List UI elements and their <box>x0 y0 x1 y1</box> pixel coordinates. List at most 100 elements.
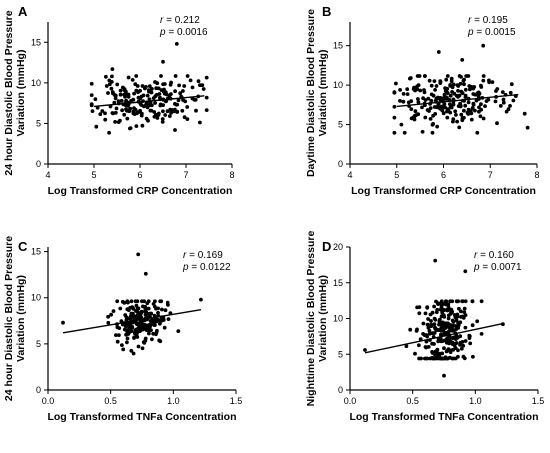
scatter-point <box>194 108 198 113</box>
scatter-point <box>117 333 121 337</box>
scatter-point <box>146 299 151 304</box>
scatter-point <box>462 306 467 311</box>
scatter-point <box>454 327 459 331</box>
y-tick-label: 0 <box>36 159 41 169</box>
scatter-point <box>435 124 440 129</box>
scatter-point <box>481 43 486 48</box>
scatter-point <box>107 82 112 87</box>
scatter-point <box>478 114 483 119</box>
scatter-point <box>464 74 469 78</box>
scatter-point <box>112 100 117 105</box>
scatter-point <box>466 100 471 105</box>
scatter-point <box>89 103 94 108</box>
panel-letter: A <box>18 4 28 19</box>
y-axis-title: 24 hour Diastolic Blood PressureVariatio… <box>3 236 27 401</box>
scatter-point <box>135 84 140 88</box>
scatter-point <box>153 299 157 304</box>
scatter-point <box>460 340 465 344</box>
scatter-point <box>418 88 423 93</box>
scatter-point <box>470 299 475 304</box>
scatter-point <box>121 347 126 352</box>
scatter-point <box>140 299 144 304</box>
scatter-point <box>415 74 420 78</box>
scatter-point <box>504 109 509 114</box>
scatter-point <box>89 93 94 97</box>
scatter-point <box>94 124 99 129</box>
scatter-point <box>444 299 449 304</box>
scatter-point <box>428 106 433 110</box>
scatter-point <box>461 78 466 83</box>
stat-p: p = 0.0015 <box>467 27 516 38</box>
x-tick-label: 1.5 <box>230 396 243 406</box>
scatter-point <box>439 328 444 333</box>
scatter-point <box>451 336 455 340</box>
scatter-point <box>120 108 124 113</box>
scatter-point <box>106 91 110 95</box>
scatter-point <box>173 128 177 132</box>
scatter-point <box>110 67 115 71</box>
scatter-point <box>204 95 209 100</box>
scatter-point <box>156 310 160 315</box>
scatter-point <box>461 343 466 348</box>
scatter-point <box>426 317 430 321</box>
scatter-point <box>429 98 434 103</box>
scatter-point <box>444 302 448 307</box>
scatter-point <box>190 85 195 90</box>
scatter-point <box>104 74 108 79</box>
scatter-point <box>460 118 465 123</box>
y-axis-title: Nighttime Diastolic Blood PressureVariat… <box>305 231 329 407</box>
regression-line <box>93 95 205 108</box>
scatter-point <box>129 348 134 353</box>
x-tick-label: 7 <box>183 170 188 180</box>
scatter-point <box>450 326 454 331</box>
scatter-point <box>185 117 190 121</box>
scatter-point <box>147 331 151 336</box>
scatter-point <box>458 104 463 109</box>
y-tick-label: 15 <box>333 278 343 288</box>
scatter-point <box>449 307 454 312</box>
scatter-point <box>468 108 473 113</box>
y-axis-title: Daytime Diastolic Blood PressureVariatio… <box>305 9 329 177</box>
scatter-point <box>434 299 438 304</box>
scatter-point <box>162 325 167 330</box>
scatter-point <box>120 343 124 347</box>
scatter-point <box>174 102 179 107</box>
scatter-point <box>455 314 460 319</box>
x-tick-label: 5 <box>91 170 96 180</box>
scatter-point <box>455 299 459 304</box>
scatter-point <box>118 118 122 123</box>
scatter-point <box>508 90 513 95</box>
x-axis-title: Log Transformed TNFa Concentration <box>47 411 236 423</box>
scatter-point <box>479 107 483 112</box>
scatter-point <box>134 124 139 128</box>
scatter-point <box>136 306 141 311</box>
scatter-point <box>185 74 190 78</box>
scatter-point <box>430 341 434 346</box>
scatter-point <box>182 84 187 88</box>
scatter-point <box>404 344 409 349</box>
scatter-point <box>439 107 443 111</box>
scatter-point <box>434 96 439 101</box>
scatter-point <box>107 78 112 83</box>
scatter-point <box>459 346 464 351</box>
scatter-point <box>106 320 111 325</box>
scatter-point <box>463 339 468 343</box>
scatter-point <box>456 354 460 359</box>
scatter-point <box>509 82 514 87</box>
scatter-point <box>443 326 448 330</box>
y-tick-label: 10 <box>333 80 343 90</box>
scatter-point <box>462 356 467 361</box>
scatter-point <box>123 313 128 317</box>
x-tick-label: 7 <box>488 170 493 180</box>
scatter-point <box>438 79 443 84</box>
scatter-point <box>163 308 168 313</box>
scatter-point <box>481 78 486 83</box>
scatter-point <box>438 307 443 312</box>
scatter-point <box>451 102 456 107</box>
stat-r: r = 0.169 <box>183 250 223 261</box>
x-axis-title: Log Transformed CRP Concentration <box>48 185 233 197</box>
scatter-point <box>481 116 486 121</box>
scatter-point <box>151 331 156 336</box>
y-tick-label: 10 <box>31 78 41 88</box>
